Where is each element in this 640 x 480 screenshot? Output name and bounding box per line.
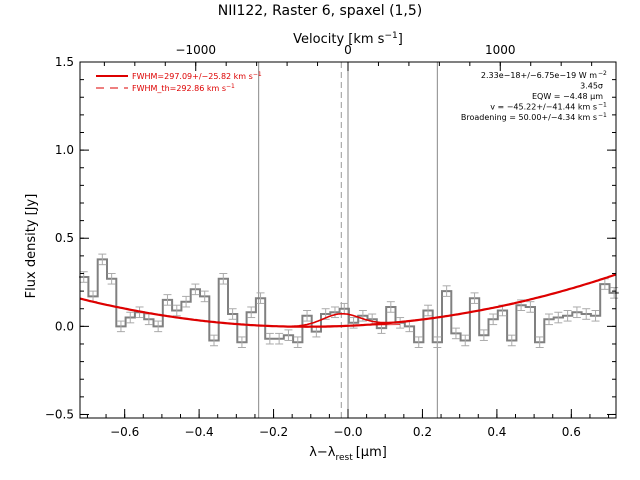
legend-label-0: FWHM=297.09+/−25.82 km s−1 [132,71,262,81]
error-bar-12 [191,283,200,296]
annotation-2: EQW = −4.48 μm [532,92,603,101]
error-bar-10 [172,304,181,317]
error-bar-52 [563,309,572,322]
y-tick-label-0: −0.5 [45,407,74,421]
error-bar-9 [163,294,172,306]
error-bar-38 [433,336,442,349]
top-tick-label-2: 1000 [485,43,516,57]
error-bar-44 [489,313,498,326]
error-bar-57 [610,287,619,299]
x-tick-label-3: −0.0 [333,425,362,439]
error-bar-55 [591,309,600,322]
error-bar-21 [275,332,284,345]
error-bar-5 [126,311,135,324]
error-bar-16 [228,308,237,320]
x-tick-label-1: −0.4 [185,425,214,439]
y-tick-label-4: 1.5 [55,55,74,69]
error-bar-13 [200,290,209,303]
top-tick-label-1: 0 [344,43,352,57]
error-bar-36 [414,336,423,349]
x-tick-label-0: −0.6 [110,425,139,439]
error-bar-4 [116,320,125,333]
y-axis-label: Flux density [Jy] [24,194,39,299]
annotation-0: 2.33e−18+/−6.75e−19 W m−2 [481,70,607,80]
error-bar-40 [451,327,460,340]
error-bar-37 [424,304,433,317]
annotation-4: Broadening = 50.00+/−4.34 km s−1 [461,112,607,122]
x-tick-label-5: 0.4 [487,425,506,439]
annotation-1: 3.45σ [580,82,603,91]
annotations: FWHM=297.09+/−25.82 km s−1 FWHM_th=292.86… [96,70,607,122]
y-tick-label-1: 0.0 [55,319,74,333]
top-axis-label: Velocity [km s−1] [293,31,403,47]
data-step-line [79,258,619,344]
error-bar-43 [479,329,488,341]
fit-series [79,273,617,328]
y-tick-label-2: 0.5 [55,231,74,245]
error-bar-20 [265,332,274,345]
error-bar-39 [442,285,451,297]
x-tick-label-4: 0.2 [413,425,432,439]
error-bar-15 [219,272,228,285]
top-tick-label-0: −1000 [175,43,216,57]
error-bar-50 [545,313,553,326]
error-bar-53 [572,306,581,319]
error-bar-27 [330,306,339,319]
error-bar-41 [461,334,470,347]
error-bar-48 [526,301,535,313]
fit-baseline [288,324,401,327]
error-bar-46 [507,334,516,347]
error-bar-22 [284,329,293,341]
error-bar-14 [210,334,218,347]
axes: −0.6 −0.4 −0.2 −0.0 0.2 0.4 0.6 −0.5 0.0 0.5 1.0 1.… [45,43,617,439]
error-bar-3 [107,272,116,285]
x-tick-label-6: 0.6 [562,425,581,439]
error-bar-2 [98,253,107,266]
error-bar-11 [182,295,191,308]
y-tick-label-3: 1.0 [55,143,74,157]
annotation-3: v = −45.22+/−41.44 km s−1 [490,102,607,112]
error-bar-49 [535,336,544,349]
x-axis-label: λ−λrest [μm] [309,445,387,463]
legend-label-1: FWHM_th=292.86 km s−1 [132,83,235,93]
error-bar-24 [303,309,312,322]
error-bar-19 [256,292,265,304]
error-bar-33 [386,301,395,313]
error-bar-23 [293,336,302,349]
data-series [79,253,619,349]
reference-lines [258,62,438,418]
error-bar-54 [582,308,591,320]
error-bar-8 [154,320,163,333]
error-bar-17 [237,336,246,349]
error-bar-51 [554,311,563,324]
x-tick-label-2: −0.2 [259,425,288,439]
chart-title: NII122, Raster 6, spaxel (1,5) [218,3,423,19]
error-bar-18 [247,306,256,319]
error-bar-42 [470,292,479,304]
